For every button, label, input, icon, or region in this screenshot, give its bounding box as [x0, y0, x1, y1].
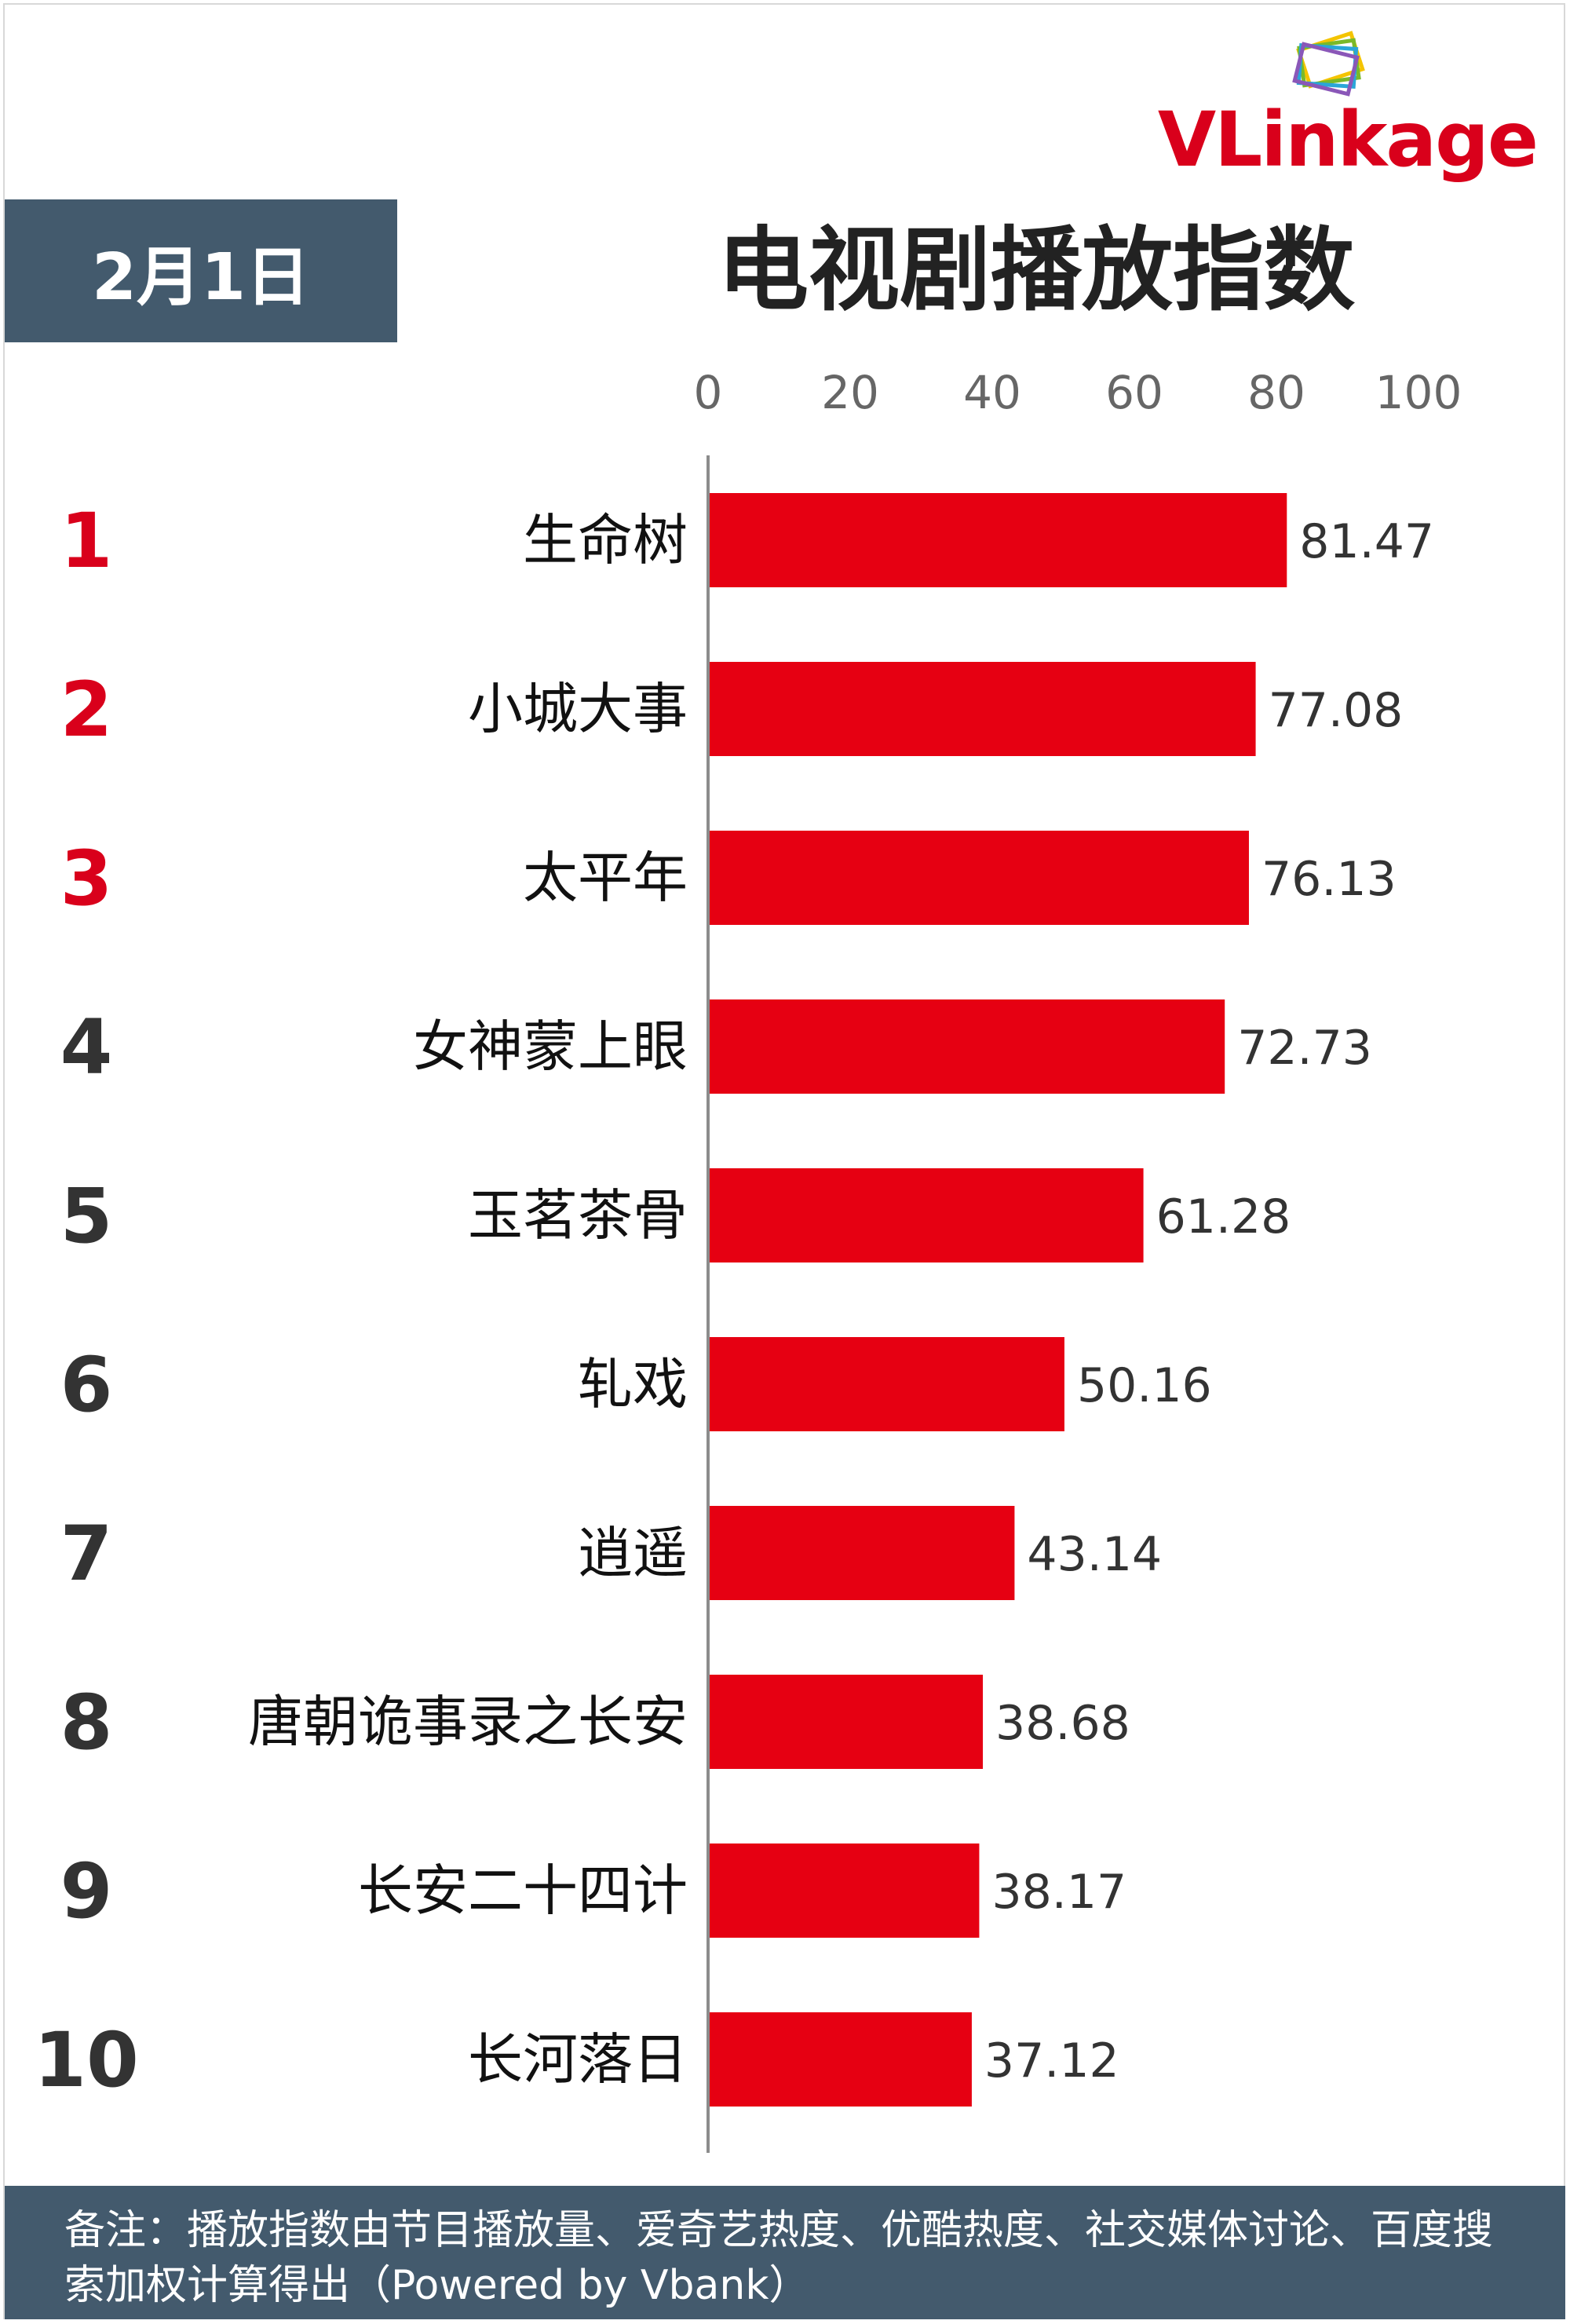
- rank-label: 7: [60, 1510, 113, 1598]
- category-label: 轧戏: [578, 1352, 688, 1416]
- rank-label: 4: [60, 1003, 113, 1091]
- value-label: 77.08: [1269, 683, 1404, 738]
- category-label: 玉茗茶骨: [468, 1183, 688, 1248]
- value-label: 72.73: [1237, 1021, 1372, 1076]
- x-tick-label: 80: [1247, 366, 1305, 419]
- category-label: 长安二十四计: [358, 1858, 688, 1923]
- value-label: 37.12: [984, 2034, 1119, 2088]
- bar: [708, 2012, 972, 2107]
- bar: [708, 1168, 1144, 1262]
- rank-label: 6: [60, 1341, 113, 1429]
- rank-label: 9: [60, 1847, 113, 1935]
- category-label: 女神蒙上眼: [413, 1014, 688, 1079]
- date-label: 2月1日: [91, 239, 311, 315]
- bar: [708, 999, 1225, 1094]
- logo-text: VLinkage: [1157, 96, 1539, 184]
- rank-label: 3: [60, 835, 113, 923]
- value-label: 43.14: [1027, 1527, 1162, 1582]
- rank-label: 8: [60, 1679, 113, 1767]
- category-label: 小城大事: [468, 677, 688, 741]
- value-label: 61.28: [1156, 1189, 1291, 1244]
- value-label: 76.13: [1261, 852, 1397, 907]
- rank-label: 1: [60, 497, 113, 585]
- x-tick-label: 100: [1375, 366, 1462, 419]
- category-label: 生命树: [523, 508, 688, 572]
- bar: [708, 831, 1249, 925]
- bar: [708, 1506, 1015, 1600]
- value-label: 50.16: [1077, 1358, 1212, 1413]
- value-label: 38.68: [995, 1696, 1130, 1751]
- value-label: 38.17: [991, 1865, 1126, 1920]
- bar: [708, 1337, 1064, 1431]
- date-badge: 2月1日: [5, 199, 397, 342]
- bar: [708, 662, 1256, 756]
- category-label: 太平年: [523, 846, 688, 910]
- category-label: 唐朝诡事录之长安: [248, 1690, 688, 1754]
- x-tick-label: 20: [821, 366, 879, 419]
- chart-title: 电视剧播放指数: [717, 217, 1355, 323]
- category-label: 逍遥: [578, 1521, 688, 1585]
- logo-cards-icon: [1292, 31, 1365, 97]
- footer-note: 备注：播放指数由节目播放量、爱奇艺热度、优酷热度、社交媒体讨论、百度搜索加权计算…: [64, 2207, 1494, 2309]
- x-tick-label: 40: [963, 366, 1021, 419]
- rank-label: 10: [34, 2016, 139, 2104]
- bar-chart: 0 20 40 60 80 100 81.47 生命树 1 77.08 小城大事 2 76.13 太平年 3…: [34, 366, 1462, 2153]
- bar: [708, 1843, 980, 1938]
- bar: [708, 1675, 984, 1769]
- x-tick-label: 60: [1105, 366, 1163, 419]
- rank-label: 2: [60, 666, 113, 754]
- bar: [708, 493, 1287, 587]
- rank-label: 5: [60, 1172, 113, 1260]
- vlinkage-logo: VLinkage: [1158, 24, 1554, 177]
- x-tick-label: 0: [694, 366, 723, 419]
- category-label: 长河落日: [468, 2027, 688, 2092]
- footer-note-bar: 备注：播放指数由节目播放量、爱奇艺热度、优酷热度、社交媒体讨论、百度搜索加权计算…: [5, 2186, 1565, 2319]
- value-label: 81.47: [1299, 514, 1434, 569]
